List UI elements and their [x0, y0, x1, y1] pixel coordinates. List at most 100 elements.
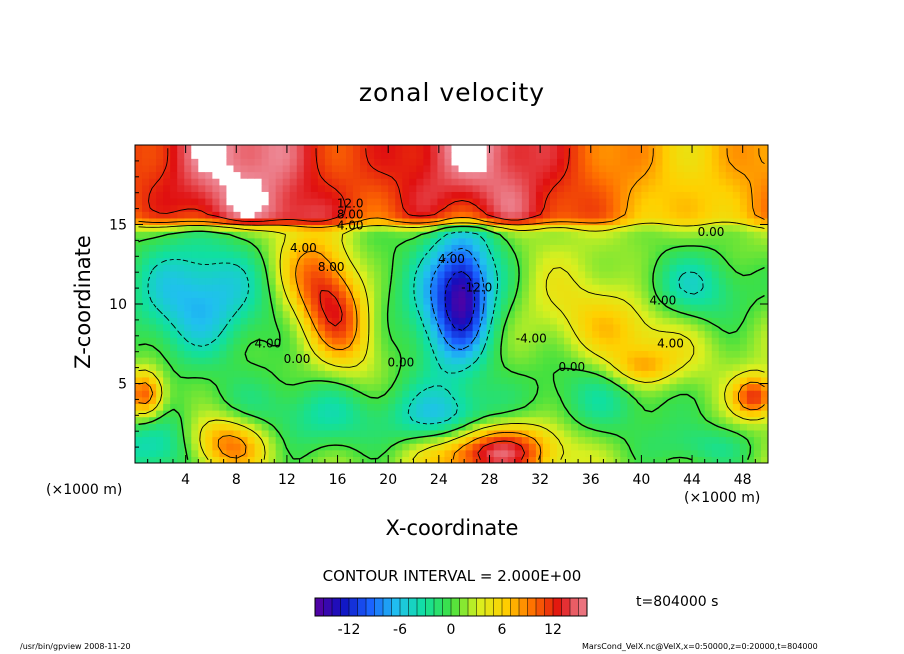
field-cell — [310, 270, 319, 279]
field-cell — [690, 376, 699, 385]
field-cell — [395, 211, 403, 219]
field-cell — [423, 323, 431, 332]
field-cell — [198, 198, 206, 206]
field-cell — [549, 171, 558, 179]
field-cell — [437, 376, 446, 385]
field-cell — [191, 357, 199, 365]
field-cell — [760, 416, 768, 424]
field-cell — [381, 343, 389, 351]
field-cell — [317, 204, 326, 212]
field-cell — [634, 390, 642, 398]
field-cell — [472, 330, 481, 338]
field-cell — [514, 423, 523, 431]
field-cell — [725, 290, 734, 298]
field-cell — [549, 284, 558, 292]
field-cell — [613, 198, 621, 206]
field-cell — [704, 357, 713, 365]
field-cell — [486, 436, 495, 444]
field-cell — [514, 231, 523, 239]
field-cell — [669, 456, 678, 463]
field-cell — [620, 383, 628, 391]
field-cell — [353, 277, 361, 285]
field-cell — [275, 264, 284, 272]
field-cell — [718, 297, 727, 305]
field-cell — [289, 284, 298, 292]
field-cell — [669, 257, 678, 265]
field-cell — [451, 171, 460, 179]
field-cell — [360, 191, 368, 199]
field-cell — [542, 164, 551, 173]
field-cell — [648, 390, 657, 398]
field-cell — [395, 257, 403, 265]
footer-right: MarsCond_VelX.nc@VelX,x=0:50000,z=0:2000… — [582, 642, 818, 651]
field-cell — [142, 337, 150, 345]
field-cell — [233, 211, 242, 219]
field-cell — [346, 343, 354, 351]
field-cell — [634, 237, 642, 245]
field-cell — [360, 323, 368, 332]
field-cell — [634, 290, 642, 298]
field-cell — [465, 211, 474, 219]
field-cell — [374, 337, 382, 345]
field-cell — [571, 383, 579, 391]
field-cell — [486, 383, 495, 391]
field-cell — [409, 403, 417, 411]
field-cell — [641, 204, 650, 212]
field-cell — [648, 343, 657, 351]
field-cell — [338, 310, 347, 318]
field-cell — [324, 310, 333, 318]
field-cell — [205, 370, 213, 378]
field-cell — [240, 171, 249, 179]
field-cell — [289, 211, 298, 219]
field-cell — [395, 237, 403, 245]
field-cell — [718, 443, 727, 451]
field-cell — [718, 204, 727, 212]
field-cell — [156, 264, 164, 272]
field-cell — [296, 184, 305, 192]
field-cell — [135, 264, 143, 272]
field-cell — [613, 370, 621, 378]
field-cell — [718, 217, 727, 226]
field-cell — [571, 184, 579, 192]
field-cell — [317, 264, 326, 272]
field-cell — [655, 396, 664, 404]
field-cell — [571, 436, 579, 444]
field-cell — [177, 383, 185, 391]
field-cell — [331, 443, 340, 451]
field-cell — [149, 410, 157, 418]
field-cell — [528, 443, 537, 451]
field-cell — [655, 436, 664, 444]
field-cell — [233, 145, 242, 153]
field-cell — [549, 198, 558, 206]
field-cell — [746, 251, 755, 259]
field-cell — [247, 343, 256, 351]
field-cell — [170, 251, 178, 259]
field-cell — [535, 244, 544, 252]
field-cell — [613, 390, 621, 398]
field-cell — [753, 178, 762, 186]
field-cell — [142, 323, 150, 332]
field-cell — [669, 370, 678, 378]
field-cell — [746, 390, 755, 398]
field-cell — [324, 410, 333, 418]
field-cell — [317, 317, 326, 325]
field-cell — [268, 244, 277, 252]
field-cell — [268, 290, 277, 298]
field-cell — [212, 403, 220, 411]
field-cell — [542, 370, 551, 378]
field-cell — [472, 370, 481, 378]
field-cell — [261, 290, 270, 298]
field-cell — [444, 443, 453, 451]
field-cell — [430, 443, 439, 451]
field-cell — [620, 416, 628, 424]
field-cell — [212, 436, 220, 444]
field-cell — [564, 191, 572, 199]
field-cell — [662, 429, 671, 438]
field-cell — [381, 456, 389, 463]
field-cell — [233, 343, 242, 351]
field-cell — [184, 270, 192, 279]
field-cell — [557, 350, 565, 358]
field-cell — [571, 357, 579, 365]
field-cell — [451, 436, 460, 444]
field-cell — [331, 264, 340, 272]
